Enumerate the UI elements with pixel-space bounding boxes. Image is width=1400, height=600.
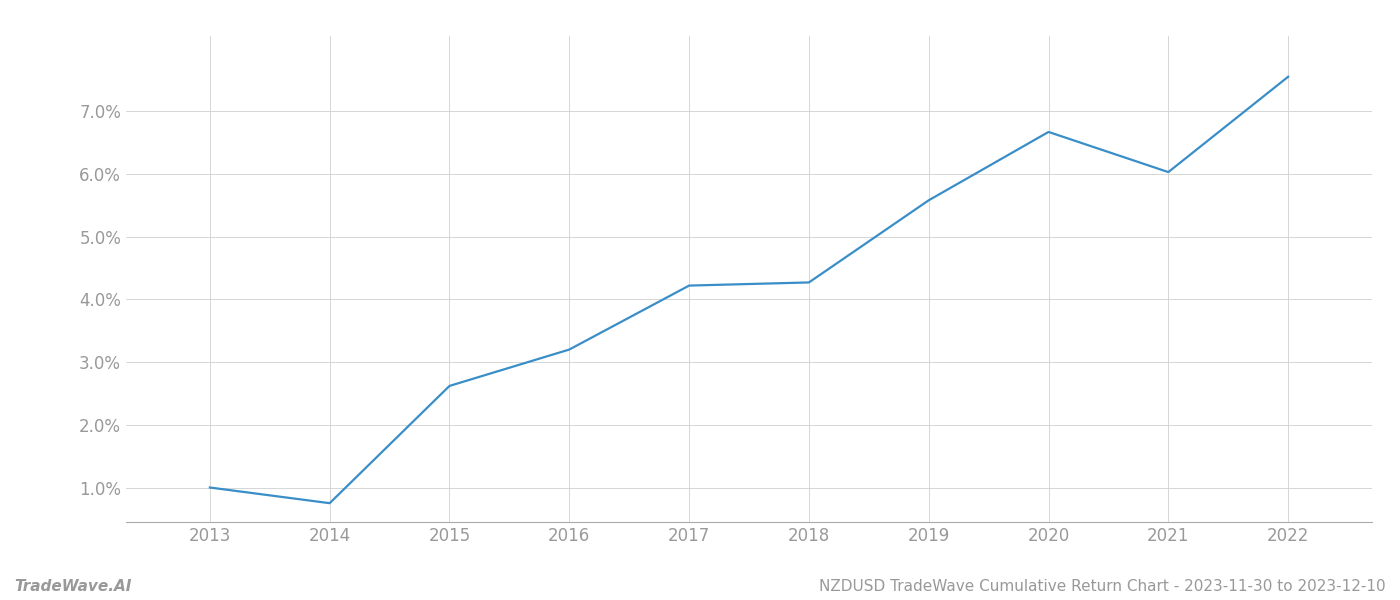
Text: TradeWave.AI: TradeWave.AI bbox=[14, 579, 132, 594]
Text: NZDUSD TradeWave Cumulative Return Chart - 2023-11-30 to 2023-12-10: NZDUSD TradeWave Cumulative Return Chart… bbox=[819, 579, 1386, 594]
